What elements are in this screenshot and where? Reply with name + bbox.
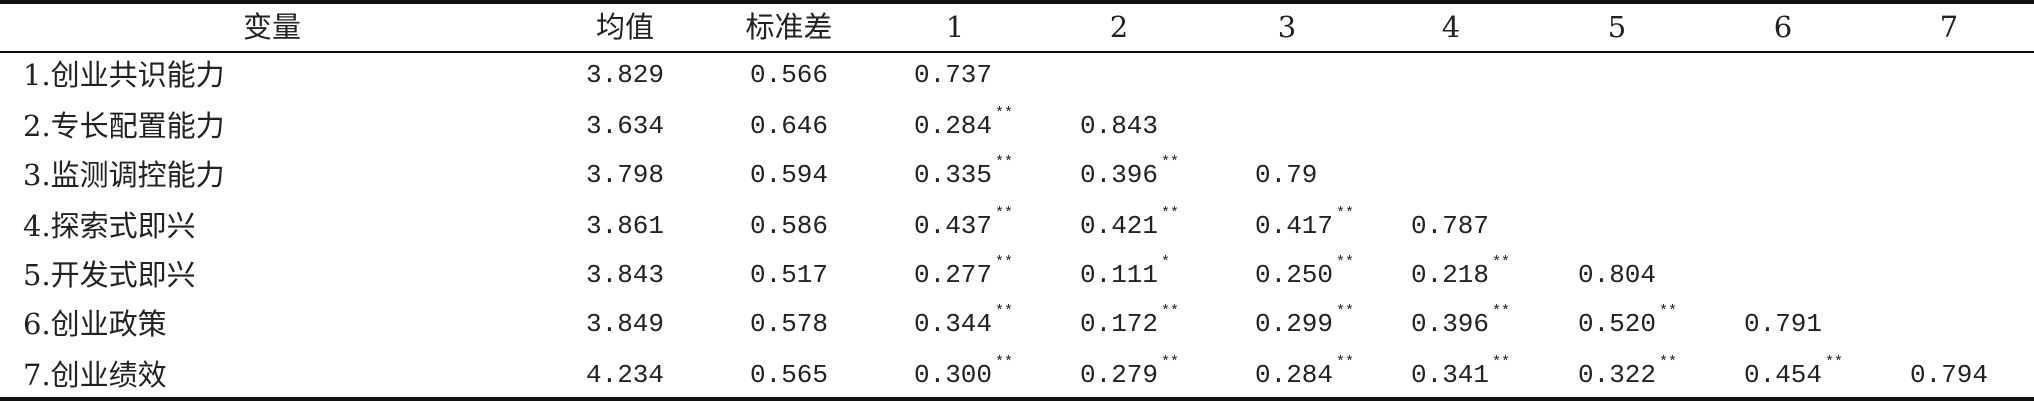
correlation-value: 0.299 [1255, 309, 1334, 339]
sd-cell: 0.586 [749, 211, 829, 241]
top-rule [0, 0, 2034, 4]
mean-cell: 3.849 [585, 309, 665, 339]
correlation-value: 0.437 [914, 211, 993, 241]
correlation-value: 0.787 [1411, 211, 1490, 241]
sd-cell: 0.517 [749, 260, 829, 290]
correlation-value: 0.111 [1080, 260, 1159, 290]
significance-mark: ** [995, 254, 1014, 271]
row-label: 4.探索式即兴 [23, 209, 196, 243]
correlation-value: 0.843 [1080, 111, 1159, 141]
significance-mark: ** [995, 105, 1014, 122]
header-cell: 2 [1109, 10, 1129, 44]
sd-cell: 0.565 [749, 360, 829, 390]
significance-mark: ** [1492, 254, 1511, 271]
correlation-value: 0.284 [914, 111, 993, 141]
header-cell: 4 [1441, 10, 1461, 44]
significance-mark: ** [1659, 354, 1678, 371]
mean-cell: 3.798 [585, 160, 665, 190]
correlation-value: 0.737 [914, 60, 993, 90]
header-cell: 7 [1939, 10, 1959, 44]
header-rule [0, 51, 2034, 53]
correlation-value: 0.454 [1744, 360, 1823, 390]
row-label: 6.创业政策 [23, 307, 167, 341]
row-label: 3.监测调控能力 [23, 158, 225, 192]
mean-cell: 3.829 [585, 60, 665, 90]
correlation-value: 0.79 [1255, 160, 1318, 190]
sd-cell: 0.578 [749, 309, 829, 339]
correlation-value: 0.417 [1255, 211, 1334, 241]
bottom-rule [0, 397, 2034, 401]
correlation-value: 0.322 [1578, 360, 1657, 390]
sd-cell: 0.594 [749, 160, 829, 190]
header-cell: 1 [945, 10, 965, 44]
significance-mark: ** [1336, 354, 1355, 371]
significance-mark: ** [1161, 205, 1180, 222]
correlation-value: 0.300 [914, 360, 993, 390]
sd-cell: 0.566 [749, 60, 829, 90]
correlation-value: 0.218 [1411, 260, 1490, 290]
significance-mark: ** [1825, 354, 1844, 371]
significance-mark: ** [1336, 303, 1355, 320]
correlation-value: 0.520 [1578, 309, 1657, 339]
significance-mark: ** [995, 303, 1014, 320]
correlation-value: 0.341 [1411, 360, 1490, 390]
header-cell: 标准差 [745, 10, 833, 44]
significance-mark: ** [995, 354, 1014, 371]
significance-mark: ** [1161, 354, 1180, 371]
correlation-value: 0.794 [1910, 360, 1989, 390]
significance-mark: ** [1659, 303, 1678, 320]
row-label: 7.创业绩效 [23, 358, 167, 392]
significance-mark: ** [1336, 205, 1355, 222]
significance-mark: ** [995, 205, 1014, 222]
correlation-value: 0.277 [914, 260, 993, 290]
correlation-value: 0.396 [1411, 309, 1490, 339]
row-label: 5.开发式即兴 [23, 258, 196, 292]
header-cell: 3 [1277, 10, 1297, 44]
correlation-value: 0.421 [1080, 211, 1159, 241]
correlation-value: 0.804 [1578, 260, 1657, 290]
row-label: 2.专长配置能力 [23, 109, 225, 143]
header-cell: 变量 [242, 10, 302, 44]
correlation-value: 0.396 [1080, 160, 1159, 190]
sd-cell: 0.646 [749, 111, 829, 141]
correlation-value: 0.344 [914, 309, 993, 339]
correlation-value: 0.335 [914, 160, 993, 190]
mean-cell: 3.634 [585, 111, 665, 141]
significance-mark: ** [1492, 354, 1511, 371]
significance-mark: * [1161, 254, 1171, 271]
correlation-value: 0.279 [1080, 360, 1159, 390]
significance-mark: ** [1492, 303, 1511, 320]
row-label: 1.创业共识能力 [23, 58, 225, 92]
mean-cell: 3.843 [585, 260, 665, 290]
significance-mark: ** [1336, 254, 1355, 271]
significance-mark: ** [995, 154, 1014, 171]
header-cell: 5 [1607, 10, 1627, 44]
significance-mark: ** [1161, 154, 1180, 171]
header-cell: 均值 [595, 10, 655, 44]
correlation-value: 0.250 [1255, 260, 1334, 290]
correlation-value: 0.172 [1080, 309, 1159, 339]
header-cell: 6 [1773, 10, 1793, 44]
mean-cell: 3.861 [585, 211, 665, 241]
correlation-value: 0.284 [1255, 360, 1334, 390]
mean-cell: 4.234 [585, 360, 665, 390]
significance-mark: ** [1161, 303, 1180, 320]
correlation-value: 0.791 [1744, 309, 1823, 339]
